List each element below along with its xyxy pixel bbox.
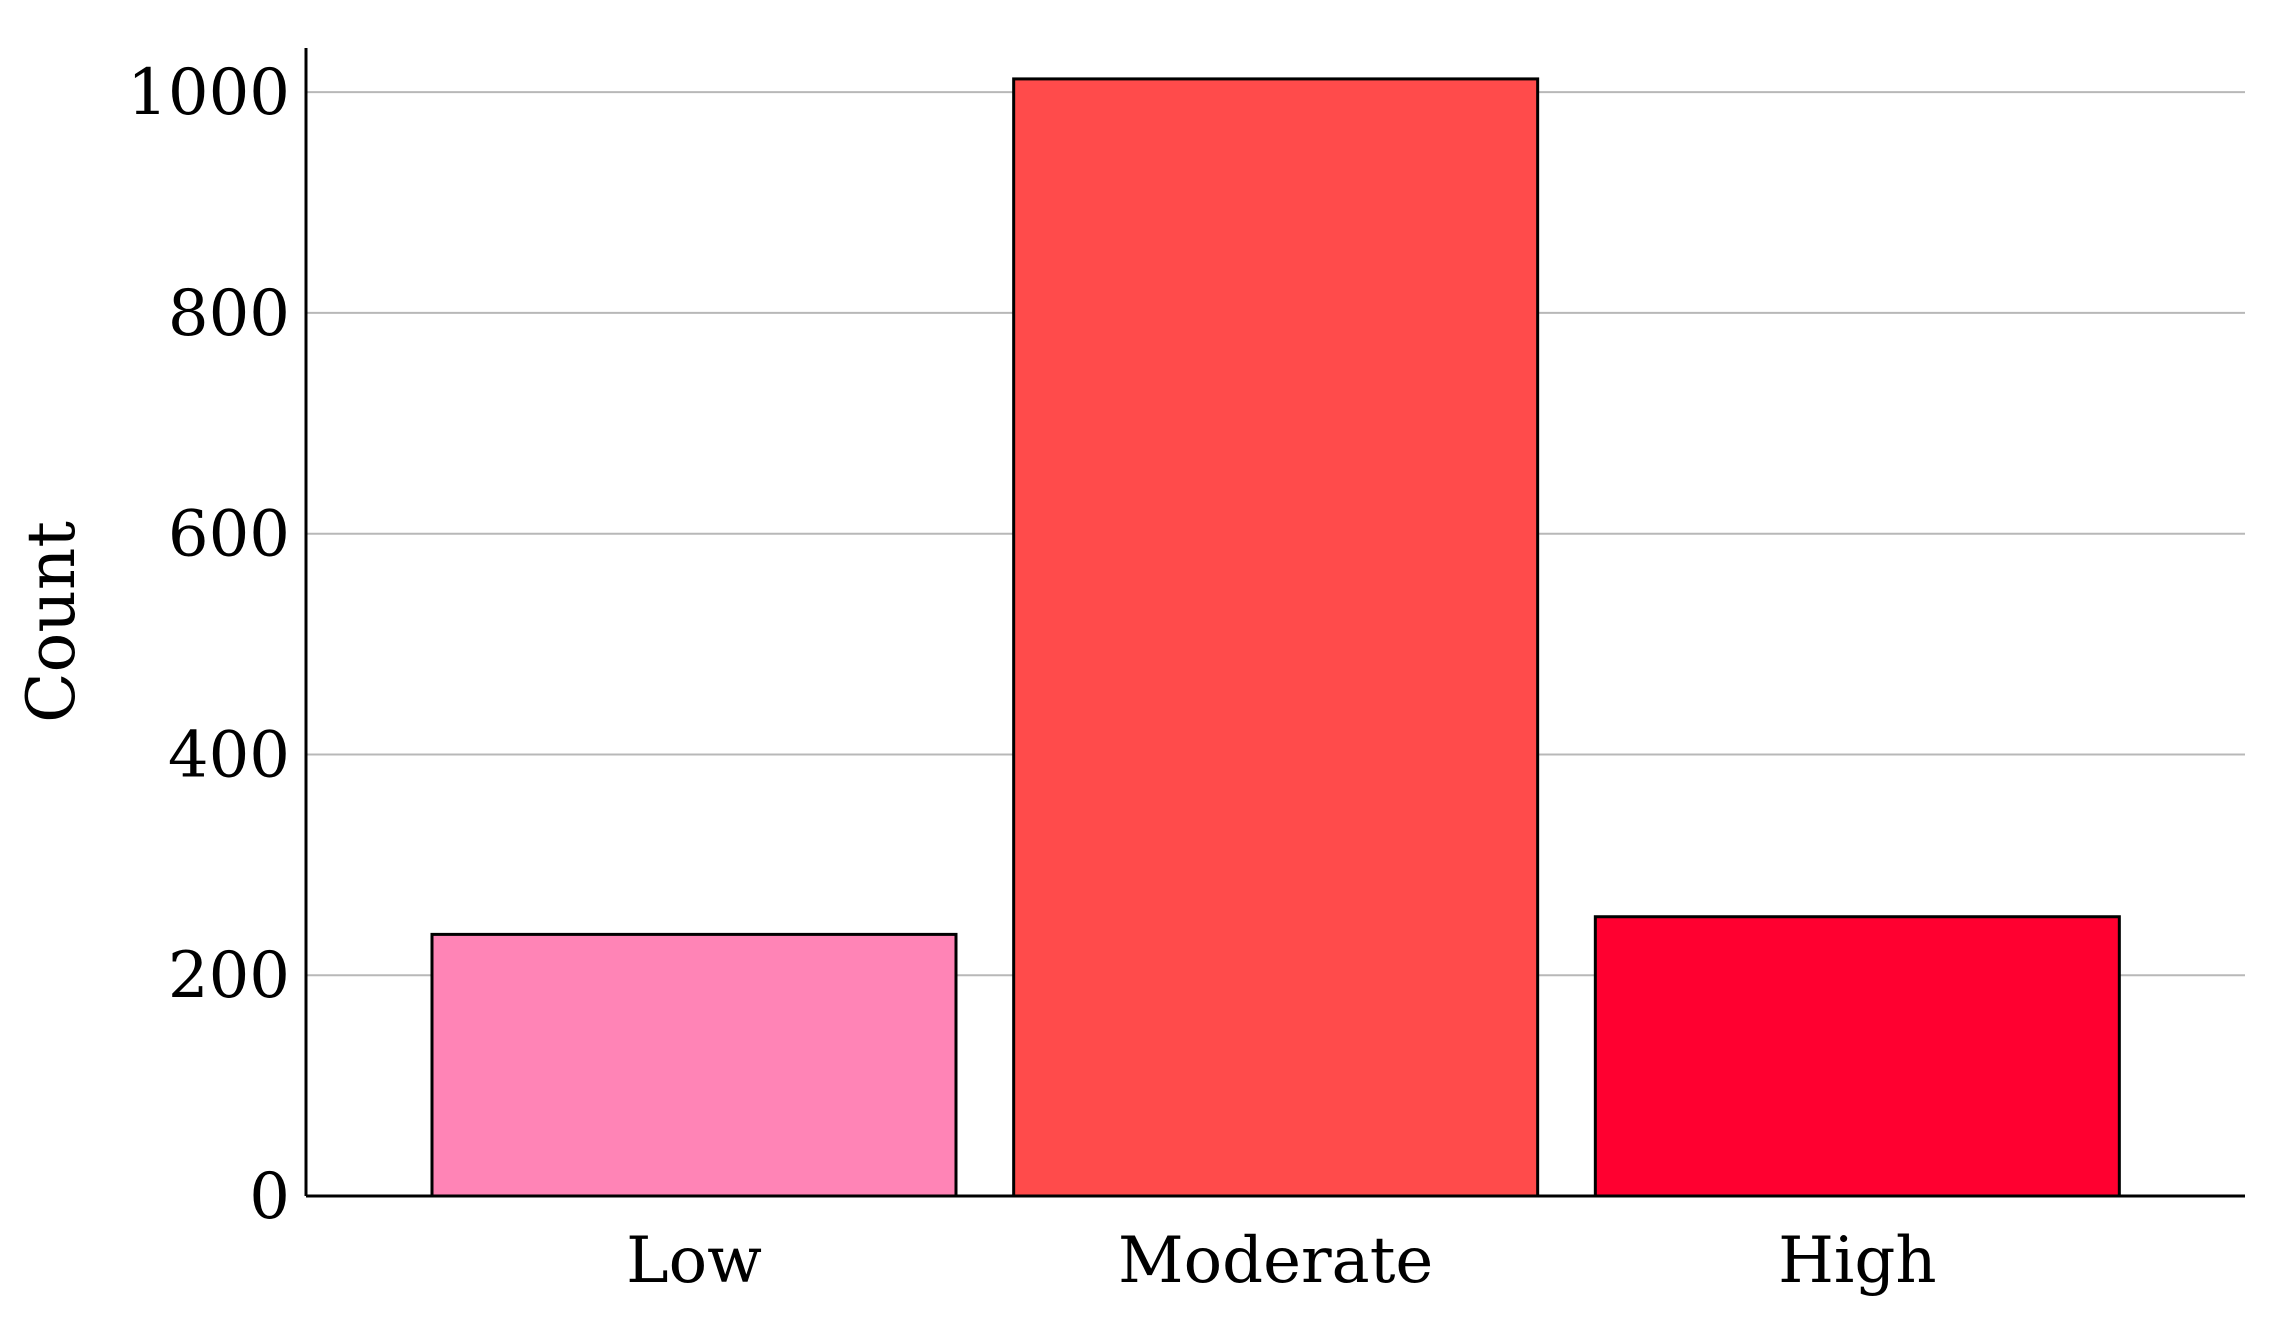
bar-low	[430, 932, 958, 1198]
y-tick-label: 800	[168, 277, 290, 351]
bar-high	[1593, 915, 2121, 1198]
bar-moderate	[1012, 77, 1540, 1198]
bars	[430, 77, 2121, 1198]
y-tick-label: 400	[168, 718, 290, 792]
y-tick-label: 1000	[127, 56, 290, 130]
x-tick-label-moderate: Moderate	[1118, 1224, 1433, 1298]
x-tick-label-low: Low	[626, 1224, 762, 1298]
y-tick-labels: 0 200 400 600 800 1000	[127, 56, 290, 1234]
y-tick-label: 200	[168, 939, 290, 1013]
y-tick-label: 600	[168, 498, 290, 572]
x-tick-labels: Low Moderate High	[626, 1224, 1936, 1298]
y-axis-title: Count	[13, 521, 90, 723]
axes	[304, 48, 2245, 1198]
x-tick-label-high: High	[1778, 1224, 1936, 1298]
y-tick-label: 0	[249, 1160, 290, 1234]
